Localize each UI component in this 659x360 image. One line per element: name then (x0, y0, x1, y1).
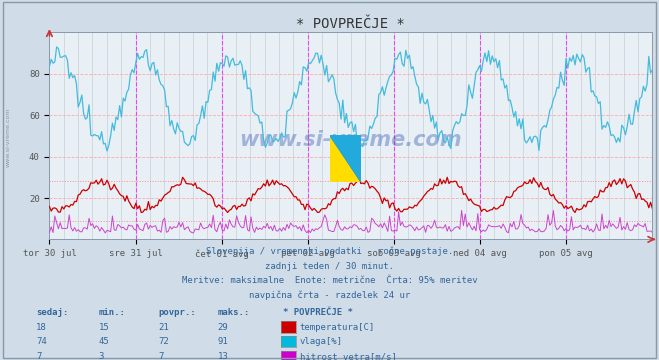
Text: Meritve: maksimalne  Enote: metrične  Črta: 95% meritev: Meritve: maksimalne Enote: metrične Črta… (182, 276, 477, 285)
Text: 91: 91 (217, 337, 228, 346)
Text: 15: 15 (99, 323, 109, 332)
Text: 29: 29 (217, 323, 228, 332)
Text: hitrost vetra[m/s]: hitrost vetra[m/s] (300, 352, 397, 360)
Polygon shape (330, 135, 361, 182)
Polygon shape (330, 135, 361, 182)
Text: navpična črta - razdelek 24 ur: navpična črta - razdelek 24 ur (249, 291, 410, 300)
Text: * POVPREČJE *: * POVPREČJE * (283, 308, 353, 317)
Text: 74: 74 (36, 337, 47, 346)
Text: 18: 18 (36, 323, 47, 332)
Text: 3: 3 (99, 352, 104, 360)
Text: 7: 7 (36, 352, 42, 360)
Text: 7: 7 (158, 352, 163, 360)
Text: maks.:: maks.: (217, 308, 250, 317)
Text: vlaga[%]: vlaga[%] (300, 337, 343, 346)
Text: 45: 45 (99, 337, 109, 346)
Polygon shape (330, 135, 361, 182)
Text: povpr.:: povpr.: (158, 308, 196, 317)
Text: www.si-vreme.com: www.si-vreme.com (240, 130, 462, 150)
Text: 13: 13 (217, 352, 228, 360)
Text: 72: 72 (158, 337, 169, 346)
Text: www.si-vreme.com: www.si-vreme.com (5, 107, 11, 167)
Text: temperatura[C]: temperatura[C] (300, 323, 375, 332)
Text: min.:: min.: (99, 308, 126, 317)
Title: * POVPREČJE *: * POVPREČJE * (297, 17, 405, 31)
Text: sedaj:: sedaj: (36, 308, 69, 317)
Text: zadnji teden / 30 minut.: zadnji teden / 30 minut. (265, 262, 394, 271)
Text: 21: 21 (158, 323, 169, 332)
Text: Slovenija / vremenski podatki - ročne postaje.: Slovenija / vremenski podatki - ročne po… (206, 247, 453, 256)
